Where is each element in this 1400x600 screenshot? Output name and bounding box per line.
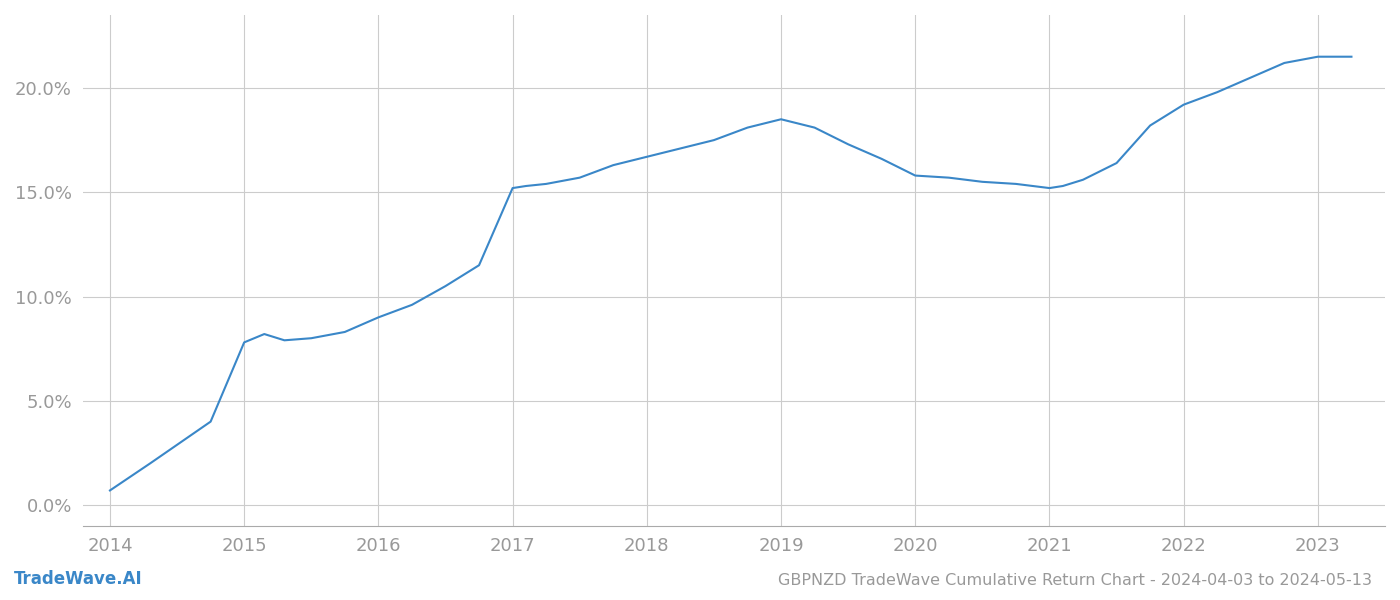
Text: GBPNZD TradeWave Cumulative Return Chart - 2024-04-03 to 2024-05-13: GBPNZD TradeWave Cumulative Return Chart…	[778, 573, 1372, 588]
Text: TradeWave.AI: TradeWave.AI	[14, 570, 143, 588]
